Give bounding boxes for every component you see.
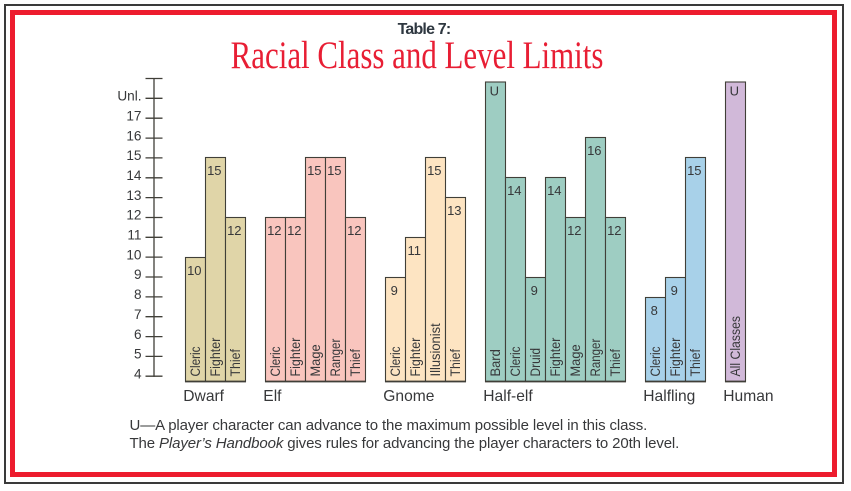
svg-text:17: 17 (126, 108, 141, 123)
svg-text:12: 12 (126, 208, 141, 223)
svg-text:Bard: Bard (487, 349, 503, 376)
svg-text:10: 10 (126, 247, 142, 262)
svg-text:15: 15 (126, 148, 141, 163)
svg-text:Illusionist: Illusionist (427, 323, 443, 376)
svg-text:Thief: Thief (687, 349, 703, 376)
svg-text:Cleric: Cleric (387, 347, 403, 377)
svg-text:11: 11 (127, 228, 141, 243)
svg-text:All Classes: All Classes (727, 316, 743, 377)
svg-text:6: 6 (134, 327, 142, 342)
svg-text:14: 14 (547, 183, 561, 198)
svg-text:Unl.: Unl. (117, 89, 141, 104)
svg-text:Fighter: Fighter (207, 337, 223, 376)
svg-text:8: 8 (134, 287, 142, 302)
svg-text:13: 13 (447, 203, 461, 218)
svg-text:16: 16 (126, 128, 141, 143)
svg-text:Thief: Thief (227, 349, 243, 376)
svg-text:9: 9 (531, 283, 538, 298)
svg-text:U: U (730, 84, 739, 99)
svg-text:Fighter: Fighter (547, 337, 563, 376)
svg-text:Dwarf: Dwarf (183, 388, 224, 405)
svg-text:15: 15 (307, 163, 321, 178)
svg-text:Fighter: Fighter (667, 337, 683, 376)
svg-text:Fighter: Fighter (407, 337, 423, 376)
svg-text:7: 7 (134, 307, 142, 322)
svg-text:Thief: Thief (347, 349, 363, 376)
svg-text:14: 14 (126, 168, 142, 183)
svg-text:Half-elf: Half-elf (483, 388, 533, 405)
svg-text:Mage: Mage (307, 344, 323, 376)
svg-text:12: 12 (267, 223, 281, 238)
svg-text:Human: Human (723, 388, 773, 405)
svg-text:Thief: Thief (607, 349, 623, 376)
svg-text:Thief: Thief (447, 349, 463, 376)
svg-text:Elf: Elf (263, 388, 282, 405)
svg-text:16: 16 (587, 143, 601, 158)
svg-text:9: 9 (391, 283, 398, 298)
svg-text:Cleric: Cleric (507, 347, 523, 377)
svg-text:12: 12 (287, 223, 301, 238)
svg-text:15: 15 (427, 163, 441, 178)
svg-text:12: 12 (227, 223, 241, 238)
svg-text:9: 9 (134, 267, 142, 282)
svg-text:U: U (490, 84, 499, 99)
svg-text:15: 15 (327, 163, 341, 178)
svg-text:10: 10 (187, 263, 201, 278)
svg-text:8: 8 (651, 303, 658, 318)
svg-text:Fighter: Fighter (287, 337, 303, 376)
svg-text:15: 15 (207, 163, 221, 178)
svg-text:12: 12 (607, 223, 621, 238)
svg-text:Druid: Druid (527, 348, 543, 377)
svg-text:14: 14 (507, 183, 521, 198)
svg-text:Ranger: Ranger (587, 338, 603, 376)
svg-text:15: 15 (687, 163, 701, 178)
svg-text:Cleric: Cleric (647, 347, 663, 377)
svg-text:12: 12 (347, 223, 361, 238)
svg-text:Gnome: Gnome (383, 388, 434, 405)
svg-text:5: 5 (134, 347, 142, 362)
svg-text:12: 12 (567, 223, 581, 238)
svg-text:Mage: Mage (567, 344, 583, 376)
svg-text:Ranger: Ranger (327, 338, 343, 376)
svg-text:9: 9 (671, 283, 678, 298)
svg-text:4: 4 (134, 366, 142, 381)
svg-text:Cleric: Cleric (187, 347, 203, 377)
svg-text:13: 13 (126, 188, 141, 203)
svg-text:Cleric: Cleric (267, 347, 283, 377)
svg-text:Halfling: Halfling (643, 388, 695, 405)
svg-text:11: 11 (408, 243, 422, 258)
